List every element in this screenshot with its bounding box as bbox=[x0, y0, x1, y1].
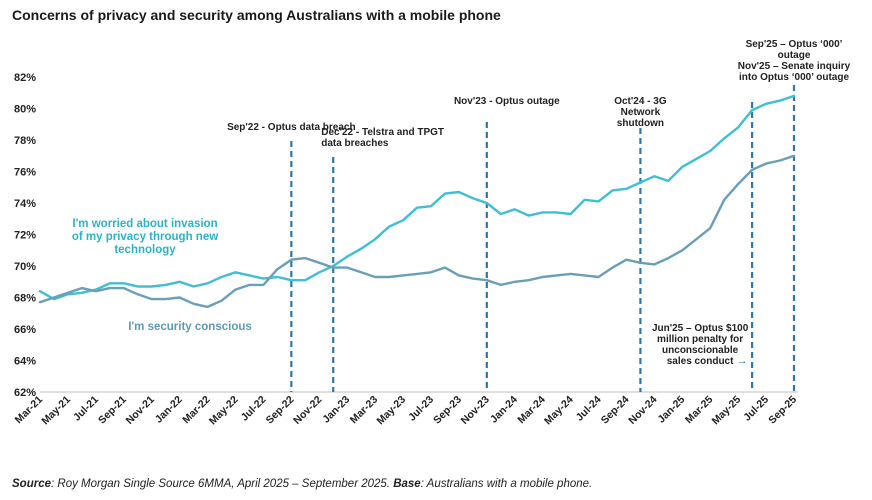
x-tick-label: May-24 bbox=[542, 394, 576, 428]
y-tick-label: 72% bbox=[14, 230, 36, 242]
x-tick-label: Nov-24 bbox=[626, 394, 659, 427]
series-lines bbox=[38, 94, 796, 309]
event-label: Dec'22 - Telstra and TPGT bbox=[321, 127, 444, 138]
x-tick-label: Jan-23 bbox=[320, 394, 352, 426]
x-tick-label: Sep-22 bbox=[264, 394, 297, 427]
x-tick-label: Sep-25 bbox=[766, 394, 799, 427]
security-series-label: I'm security conscious bbox=[128, 321, 252, 333]
x-tick-label: May-22 bbox=[207, 394, 241, 428]
x-tick-label: Mar-25 bbox=[683, 394, 716, 427]
event-label: outage bbox=[778, 50, 811, 61]
event-label: unconscionable bbox=[662, 345, 739, 356]
x-tick-label: Sep-24 bbox=[599, 394, 632, 427]
event-markers bbox=[290, 85, 796, 392]
x-tick-label: May-23 bbox=[374, 394, 408, 428]
x-tick-label: Sep-23 bbox=[431, 394, 464, 427]
event-label: million penalty for bbox=[657, 334, 743, 345]
event-label: Nov'23 - Optus outage bbox=[454, 96, 560, 107]
event-label: sales conduct bbox=[667, 356, 734, 367]
event-label: Oct'24 - 3G bbox=[614, 96, 667, 107]
line-chart: 62%64%66%68%70%72%74%76%78%80%82%Mar-21M… bbox=[13, 39, 851, 428]
x-tick-label: Nov-22 bbox=[291, 394, 324, 427]
event-arrow-icon: → bbox=[737, 355, 748, 367]
y-tick-label: 76% bbox=[14, 167, 36, 179]
event-label: Network bbox=[621, 107, 661, 118]
chart-title: Concerns of privacy and security among A… bbox=[12, 7, 501, 23]
event-label: shutdown bbox=[617, 118, 664, 129]
event-label: into Optus ‘000’ outage bbox=[739, 72, 849, 83]
base-label: Base bbox=[393, 478, 421, 490]
x-tick-label: May-21 bbox=[39, 394, 73, 428]
y-tick-label: 70% bbox=[14, 261, 36, 273]
x-tick-label: Jan-25 bbox=[655, 394, 687, 426]
y-tick-label: 66% bbox=[14, 324, 36, 336]
base-text: : Australians with a mobile phone. bbox=[420, 478, 593, 490]
y-tick-label: 62% bbox=[14, 387, 36, 399]
x-tick-label: Jan-22 bbox=[153, 394, 185, 426]
source-label: Source bbox=[12, 478, 51, 490]
x-tick-label: Mar-23 bbox=[348, 394, 381, 427]
privacy-series-label: I'm worried about invasion bbox=[72, 218, 217, 230]
event-label: Nov'25 – Senate inquiry bbox=[738, 61, 851, 72]
x-tick-label: May-25 bbox=[710, 394, 744, 428]
source-text: : Roy Morgan Single Source 6MMA, April 2… bbox=[51, 478, 394, 490]
source-note: Source: Roy Morgan Single Source 6MMA, A… bbox=[12, 478, 592, 490]
privacy-series-line bbox=[38, 94, 796, 301]
event-label: data breaches bbox=[321, 138, 389, 149]
privacy-series-label: of my privacy through new bbox=[72, 231, 218, 243]
privacy-series-label: technology bbox=[114, 244, 176, 256]
event-label: Sep'25 – Optus ‘000’ bbox=[746, 39, 843, 50]
event-label: Jun'25 – Optus $100 bbox=[652, 323, 749, 334]
y-tick-label: 82% bbox=[14, 72, 36, 84]
y-tick-label: 68% bbox=[14, 293, 36, 305]
x-tick-label: Jan-24 bbox=[488, 394, 520, 426]
y-tick-label: 80% bbox=[14, 104, 36, 116]
y-tick-label: 64% bbox=[14, 356, 36, 368]
x-tick-label: Nov-21 bbox=[124, 394, 157, 427]
y-tick-label: 78% bbox=[14, 135, 36, 147]
y-tick-label: 74% bbox=[14, 198, 36, 210]
x-tick-label: Sep-21 bbox=[96, 394, 129, 427]
event-label: Sep'22 - Optus data breach bbox=[227, 122, 356, 133]
x-tick-label: Nov-23 bbox=[459, 394, 492, 427]
security-series-line bbox=[38, 154, 796, 309]
